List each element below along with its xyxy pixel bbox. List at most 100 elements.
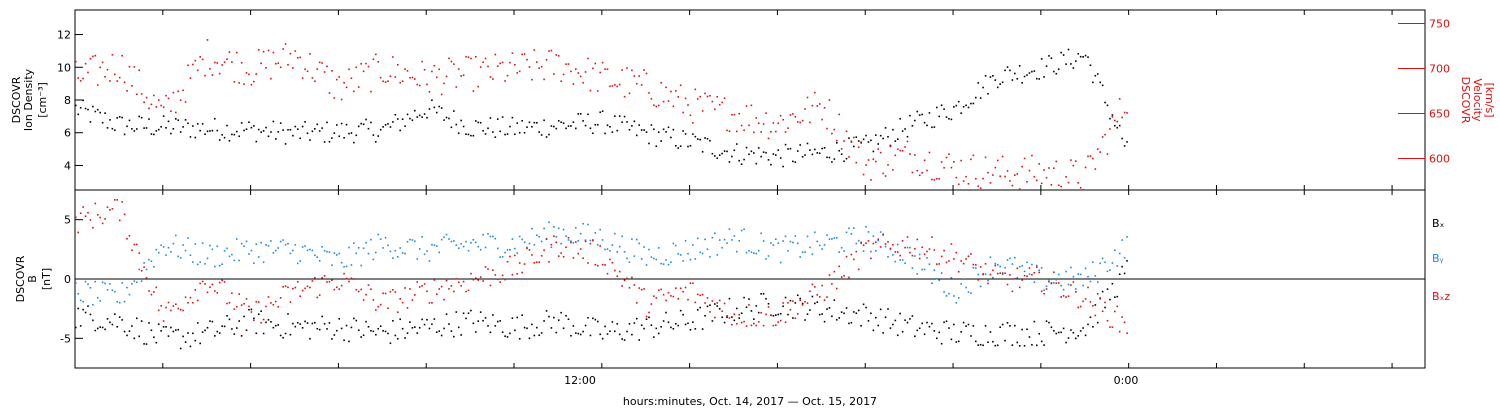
density-point	[655, 145, 658, 148]
b-point-by	[282, 239, 284, 241]
b-point-by	[787, 250, 789, 252]
b-point-bz	[896, 251, 899, 253]
b-point-by	[1060, 284, 1062, 287]
b-point-by	[1087, 275, 1089, 278]
b-point-by	[989, 256, 992, 259]
b-point-by	[938, 279, 941, 282]
b-point-bz	[418, 286, 421, 288]
density-point	[521, 119, 523, 122]
b-point-bx	[360, 336, 362, 338]
velocity-point	[584, 71, 587, 73]
density-point	[355, 134, 358, 137]
density-point	[672, 128, 675, 131]
density-point	[377, 135, 380, 137]
density-point	[116, 117, 119, 119]
velocity-point	[223, 61, 226, 63]
density-point	[1055, 72, 1058, 75]
b-point-bx	[331, 338, 333, 340]
b-point-by	[467, 249, 470, 252]
b-point-bx	[114, 313, 116, 315]
velocity-point	[979, 187, 982, 189]
b-point-by	[333, 252, 336, 254]
b-point-bx	[923, 333, 926, 336]
density-point	[482, 129, 484, 132]
b-point-by	[928, 263, 931, 266]
velocity-point	[677, 96, 680, 98]
b-point-by	[1057, 273, 1060, 276]
b-point-bz	[909, 251, 911, 254]
velocity-point	[767, 137, 770, 140]
velocity-point	[557, 55, 560, 57]
velocity-point	[714, 108, 716, 111]
density-point	[1096, 73, 1099, 75]
velocity-point	[260, 62, 262, 65]
velocity-point	[118, 76, 121, 79]
b-point-bz	[343, 272, 345, 275]
velocity-point	[760, 131, 762, 133]
b-point-by	[884, 245, 887, 248]
density-point	[589, 127, 592, 130]
b-point-bz	[750, 324, 753, 327]
density-point	[292, 134, 294, 137]
velocity-point	[950, 166, 953, 169]
b-point-bx	[957, 340, 960, 343]
b-point-bz	[511, 273, 514, 276]
density-point	[606, 124, 609, 127]
b-point-bx	[240, 335, 243, 337]
density-point	[992, 74, 994, 77]
b-point-bx	[901, 330, 904, 333]
b-point-bz	[165, 306, 167, 309]
b-point-bx	[201, 331, 204, 333]
b-point-by	[1016, 277, 1019, 279]
density-point	[784, 143, 787, 146]
velocity-point	[235, 51, 238, 54]
b-point-bz	[394, 291, 397, 293]
density-point	[726, 150, 728, 153]
b-point-bx	[731, 316, 733, 318]
b-point-bx	[735, 307, 738, 310]
b-point-bz	[601, 263, 604, 266]
density-point	[218, 139, 221, 141]
velocity-point	[318, 61, 321, 64]
density-point	[740, 163, 743, 166]
b-point-by	[953, 295, 955, 297]
b-point-bx	[579, 333, 582, 336]
b-point-bx	[135, 317, 138, 320]
b-point-bx	[455, 311, 458, 313]
density-point	[777, 149, 780, 151]
velocity-point	[833, 128, 836, 131]
b-point-by	[82, 300, 84, 303]
density-point	[443, 119, 445, 121]
density-point	[657, 131, 660, 134]
b-point-bz	[753, 322, 755, 325]
velocity-point	[923, 159, 926, 162]
density-point	[299, 137, 301, 140]
velocity-point	[194, 59, 197, 62]
b-point-by	[243, 245, 245, 247]
b-point-bx	[935, 337, 938, 340]
b-point-bx	[165, 325, 167, 328]
density-point	[592, 132, 594, 135]
density-point	[1099, 81, 1101, 84]
b-point-by	[1053, 282, 1055, 284]
b-point-bz	[482, 280, 484, 282]
velocity-point	[711, 100, 714, 103]
density-point	[814, 148, 816, 151]
b-point-bz	[1048, 280, 1050, 283]
density-point	[604, 132, 606, 135]
density-point	[279, 122, 282, 124]
velocity-point	[672, 105, 675, 108]
velocity-point	[492, 78, 494, 80]
b-point-bz	[709, 311, 711, 313]
b-point-by	[721, 246, 723, 249]
b-point-bx	[755, 305, 758, 307]
b-point-bx	[199, 342, 201, 345]
b-point-bz	[106, 206, 109, 209]
b-point-by	[867, 231, 870, 233]
b-point-bx	[1121, 265, 1123, 268]
b-point-bx	[631, 333, 633, 336]
b-point-bx	[928, 325, 931, 328]
b-point-bz	[499, 281, 501, 283]
density-point	[1009, 69, 1011, 72]
velocity-point	[77, 77, 80, 79]
